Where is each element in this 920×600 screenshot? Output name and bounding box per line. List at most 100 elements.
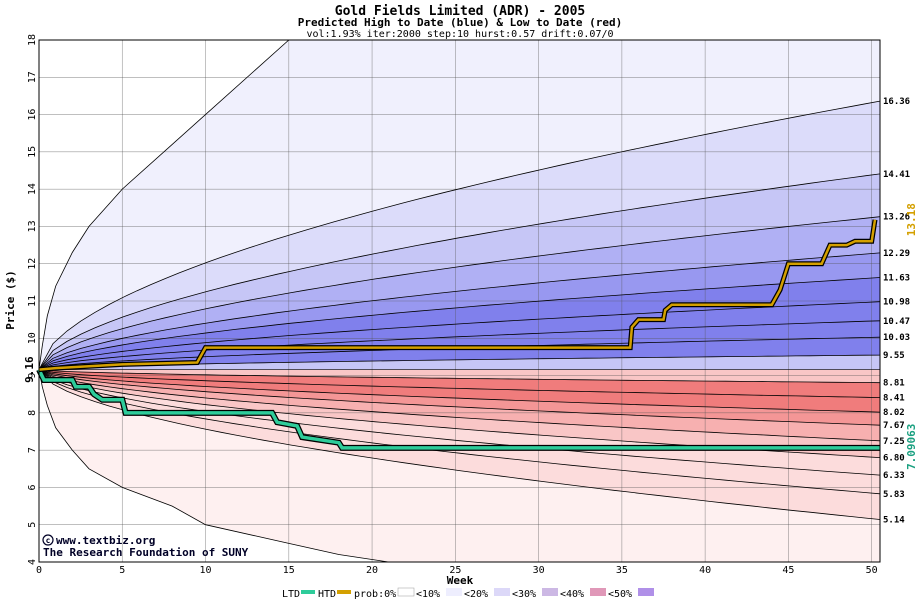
low-band: [39, 369, 880, 398]
start-price-label: 9.16: [23, 356, 36, 383]
legend-item-label: <10%: [416, 589, 440, 600]
high-extreme-line: [38, 39, 290, 370]
percentile-end-label: 9.55: [883, 351, 905, 361]
high-band: [39, 101, 880, 370]
copyright-icon-c: c: [46, 536, 51, 545]
legend-ltd-swatch: [301, 590, 315, 594]
percentile-end-label: 8.81: [883, 379, 905, 389]
high-band: [39, 252, 880, 370]
legend-swatch: [397, 587, 415, 597]
low-percentile-line: [38, 369, 881, 442]
high-band-outer: [39, 40, 880, 370]
low-band-outer: [39, 369, 880, 562]
x-tick-label: 50: [866, 565, 878, 576]
x-tick-label: 35: [616, 565, 628, 576]
high-band: [39, 216, 880, 370]
y-tick-label: 6: [27, 484, 38, 490]
y-tick-label: 11: [27, 295, 38, 307]
low-band: [39, 369, 880, 441]
copyright-icon: [42, 534, 54, 546]
y-tick-label: 8: [27, 410, 38, 416]
high-percentile-line: [38, 301, 881, 370]
legend-item-label: <20%: [464, 589, 488, 600]
x-axis-label: Week: [447, 574, 474, 587]
y-tick-label: 18: [27, 34, 38, 46]
low-percentile-line: [38, 369, 881, 384]
chart-title: Gold Fields Limited (ADR) - 2005: [335, 4, 585, 19]
percentile-end-label: 12.29: [883, 249, 910, 259]
legend-item-label: <30%: [512, 589, 536, 600]
legend-swatch: [542, 588, 558, 596]
chart-params: vol:1.93% iter:2000 step:10 hurst:0.57 d…: [306, 29, 613, 40]
percentile-end-label: 16.36: [883, 97, 910, 107]
y-tick-label: 17: [27, 71, 38, 83]
low-band: [39, 369, 880, 458]
y-axis-label: Price ($): [4, 270, 17, 330]
percentile-end-label: 7.67: [883, 421, 905, 431]
legend-item-label: <40%: [560, 589, 584, 600]
percentile-end-label: 8.02: [883, 408, 905, 418]
low-percentile-line: [38, 369, 881, 520]
high-band: [39, 173, 880, 370]
high-percentile-line: [38, 277, 881, 370]
low-band: [39, 369, 880, 520]
y-tick-label: 16: [27, 109, 38, 121]
credits-org: The Research Foundation of SUNY: [43, 546, 249, 559]
legend-htd-label: HTD: [318, 589, 336, 600]
x-tick-label: 40: [699, 565, 711, 576]
y-tick-label: 10: [27, 332, 38, 344]
x-tick-label: 20: [366, 565, 378, 576]
low-band: [39, 369, 880, 494]
high-percentile-line: [38, 252, 881, 370]
y-tick-label: 13: [27, 220, 38, 232]
htd-end-label: 13.18: [905, 203, 918, 236]
x-tick-label: 0: [36, 565, 42, 576]
high-percentile-line: [38, 320, 881, 370]
legend-swatch: [590, 588, 606, 596]
credits: c www.textbiz.org The Research Foundatio…: [42, 534, 249, 559]
percentile-end-label: 7.25: [883, 437, 905, 447]
percentile-end-label: 10.98: [883, 298, 910, 308]
high-band-inner: [39, 355, 880, 370]
legend-htd-swatch: [337, 590, 351, 594]
percentile-end-label: 5.14: [883, 515, 905, 525]
legend-swatch: [446, 588, 462, 596]
high-band: [39, 301, 880, 370]
percentile-end-label: 6.33: [883, 471, 905, 481]
low-percentile-line: [38, 369, 881, 413]
plot-frame: [38, 39, 881, 563]
low-percentile-line: [38, 369, 881, 476]
y-tick-label: 12: [27, 258, 38, 270]
y-tick-label: 4: [27, 559, 38, 565]
low-percentile-line: [38, 369, 881, 426]
legend: LTD HTD prob:0% <10% <20% <30% <40% <50%: [282, 587, 654, 600]
percentile-end-label: 11.63: [883, 274, 910, 284]
legend-swatch: [494, 588, 510, 596]
low-percentile-line: [38, 369, 881, 398]
low-extreme-line: [38, 369, 389, 563]
percentile-end-label: 14.41: [883, 170, 910, 180]
legend-ltd-label: LTD: [282, 589, 300, 600]
x-tick-label: 5: [119, 565, 125, 576]
high-percentile-line: [38, 100, 881, 370]
percentile-end-label: 13.26: [883, 213, 910, 223]
high-percentile-line: [38, 216, 881, 370]
low-band-inner: [39, 369, 880, 383]
y-tick-label: 5: [27, 522, 38, 528]
ltd-series-line: [37, 368, 880, 450]
legend-prob-label: prob:0%: [354, 589, 396, 600]
y-tick-label: 14: [27, 183, 38, 195]
x-tick-label: 25: [449, 565, 461, 576]
x-tick-label: 45: [782, 565, 794, 576]
percentile-end-label: 6.80: [883, 454, 905, 464]
percentile-end-label: 8.41: [883, 394, 905, 404]
y-tick-label: 7: [27, 447, 38, 453]
percentile-end-label: 5.83: [883, 490, 905, 500]
low-band: [39, 369, 880, 426]
high-band: [39, 337, 880, 370]
legend-item-label: <50%: [608, 589, 632, 600]
plot-area: 0 5 10 15 20 25 30 35 40 45 5045678910111213141516…: [23, 34, 918, 576]
high-percentile-line: [38, 173, 881, 370]
x-tick-label: 10: [200, 565, 212, 576]
